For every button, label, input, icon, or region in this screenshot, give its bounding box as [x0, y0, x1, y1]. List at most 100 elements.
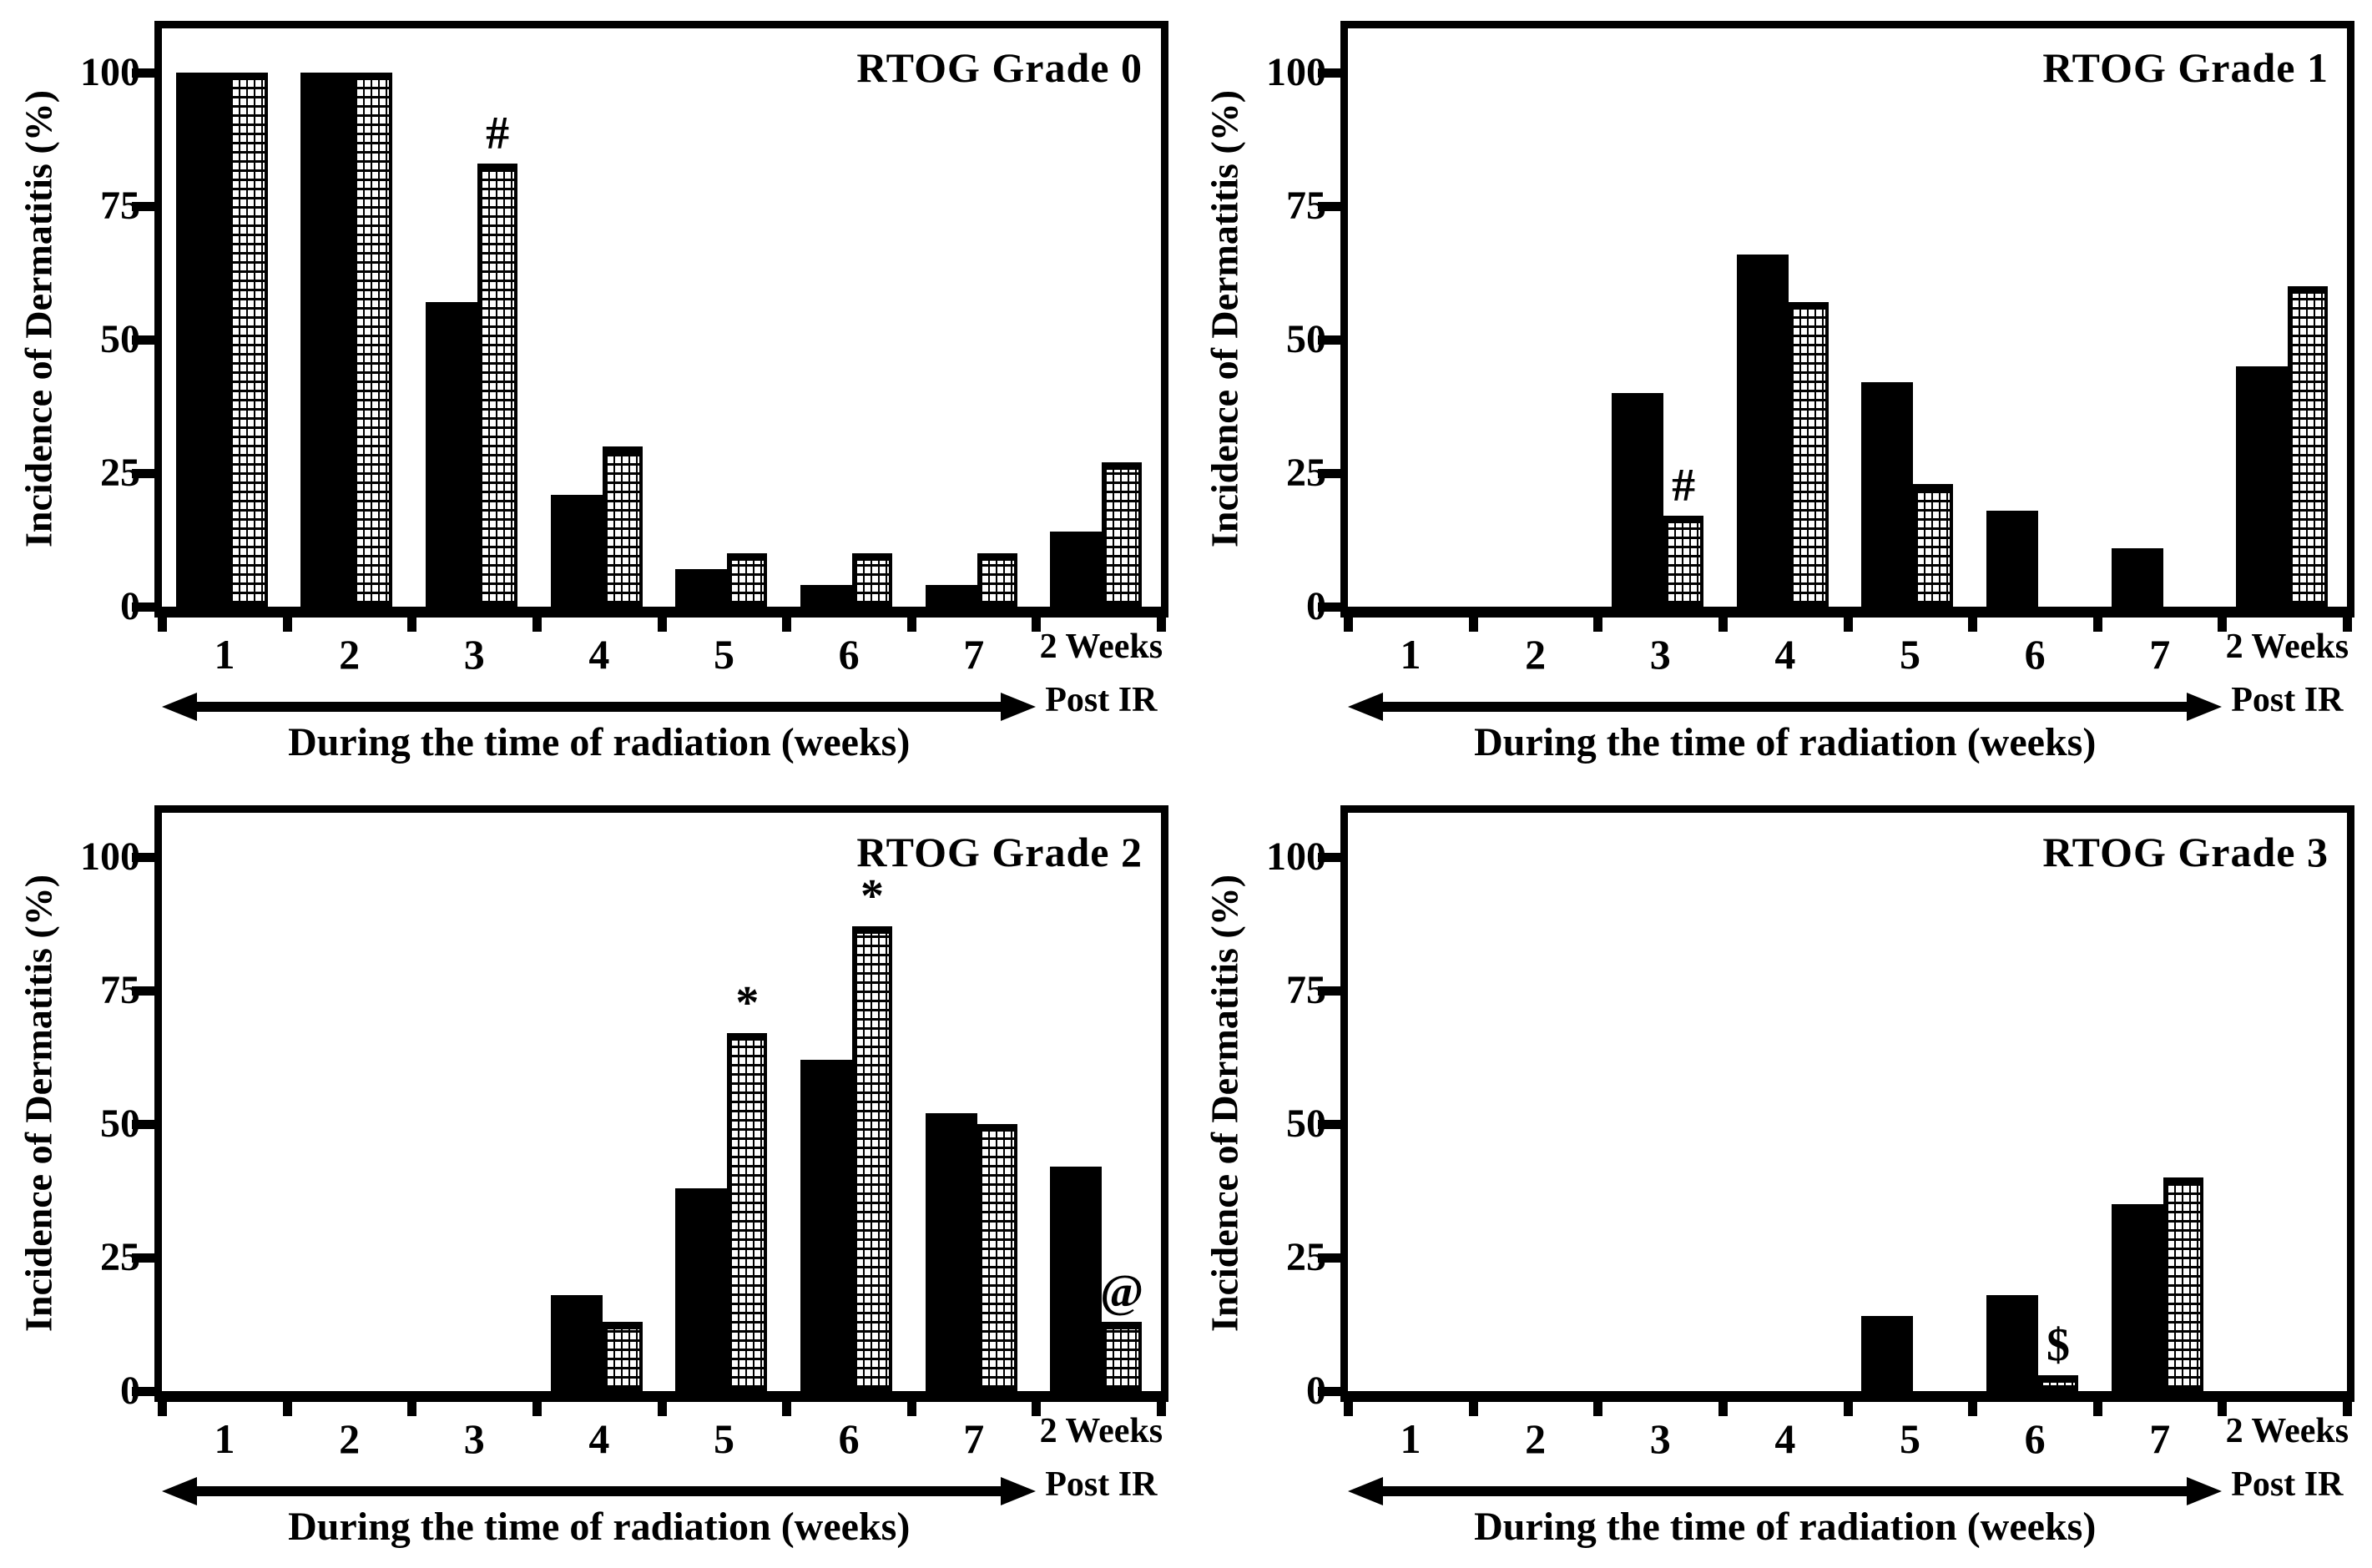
- x-tick-mark-2: [407, 618, 417, 632]
- significance-symbol-*: *: [735, 977, 760, 1030]
- x-tick-label-week-6: 6: [838, 631, 860, 678]
- arrow-head-right-icon: [2187, 693, 2223, 721]
- x-axis-title: During the time of radiation (weeks): [288, 720, 911, 764]
- post-ir-label: 2 Weeks Post IR: [2203, 1412, 2370, 1504]
- bar-stippled-week-7: [2163, 1177, 2203, 1391]
- plot-area: RTOG Grade 0 #: [154, 21, 1168, 618]
- y-tick-mark-100: [1318, 853, 1343, 862]
- y-tick-mark-75: [132, 986, 157, 996]
- bar-stippled-week-5: [1913, 483, 1954, 607]
- x-tick-label-week-6: 6: [2024, 1415, 2046, 1462]
- post-ir-label-line1: 2 Weeks: [2225, 628, 2349, 666]
- bar-solid-week-6: [800, 1060, 852, 1391]
- bar-stippled-week-4: [602, 1321, 643, 1391]
- y-tick-label-50: 50: [100, 1102, 140, 1146]
- x-tick-label-week-2: 2: [339, 631, 361, 678]
- x-tick-label-week-2: 2: [1525, 1415, 1547, 1462]
- x-tick-label-week-3: 3: [463, 631, 485, 678]
- x-axis-range-arrow: [162, 1477, 1037, 1505]
- bar-solid-week-7: [925, 585, 977, 607]
- y-tick-label-0: 0: [120, 1369, 140, 1413]
- arrow-head-right-icon: [1001, 693, 1037, 721]
- plot-area: RTOG Grade 3 $: [1340, 805, 2354, 1402]
- y-tick-label-100: 100: [1266, 834, 1326, 879]
- bar-stippled-week-7: [977, 553, 1017, 607]
- x-tick-label-week-4: 4: [1774, 1415, 1796, 1462]
- bar-solid-week-7: [2111, 1204, 2163, 1391]
- x-tick-label-week-1: 1: [214, 1415, 235, 1462]
- y-tick-mark-75: [132, 202, 157, 211]
- post-ir-label: 2 Weeks Post IR: [1017, 628, 1184, 719]
- bar-solid-week-2 Weeks Post IR: [2236, 366, 2289, 607]
- bar-stippled-week-2: [352, 73, 393, 607]
- post-ir-label-line1: 2 Weeks: [2225, 1412, 2349, 1450]
- y-tick-mark-100: [1318, 68, 1343, 78]
- bar-stippled-week-7: [977, 1124, 1017, 1391]
- y-tick-mark-25: [1318, 1253, 1343, 1263]
- post-ir-label-line1: 2 Weeks: [1039, 1412, 1163, 1450]
- x-tick-mark-0: [158, 1402, 167, 1416]
- y-tick-label-0: 0: [1306, 1369, 1326, 1413]
- y-tick-mark-25: [1318, 469, 1343, 478]
- bar-solid-week-6: [1986, 510, 2038, 607]
- post-ir-label: 2 Weeks Post IR: [2203, 628, 2370, 719]
- plot-area: RTOG Grade 1 #: [1340, 21, 2354, 618]
- x-tick-label-week-2: 2: [1525, 631, 1547, 678]
- panel-title: RTOG Grade 3: [2042, 829, 2329, 875]
- panel-title: RTOG Grade 2: [856, 829, 1143, 875]
- bar-solid-week-2 Weeks Post IR: [1050, 532, 1103, 607]
- x-tick-mark-7: [2218, 618, 2228, 632]
- y-tick-label-25: 25: [100, 1235, 140, 1279]
- x-tick-mark-5: [782, 1402, 792, 1416]
- bar-solid-week-5: [675, 569, 728, 607]
- x-tick-label-week-4: 4: [588, 631, 610, 678]
- y-tick-label-25: 25: [1286, 1235, 1326, 1279]
- y-tick-label-100: 100: [80, 834, 140, 879]
- post-ir-label-line2: Post IR: [2231, 681, 2344, 719]
- bar-solid-week-4: [550, 494, 603, 607]
- y-tick-mark-0: [1318, 1387, 1343, 1396]
- bar-stippled-week-6: [851, 926, 892, 1391]
- y-tick-label-75: 75: [1286, 968, 1326, 1012]
- x-tick-label-week-7: 7: [963, 1415, 985, 1462]
- x-tick-mark-1: [1468, 1402, 1478, 1416]
- x-tick-mark-6: [906, 618, 916, 632]
- arrow-line: [1376, 1486, 2194, 1496]
- arrow-line: [1376, 702, 2194, 712]
- bar-stippled-week-5: [727, 1033, 768, 1391]
- x-tick-mark-2: [1593, 618, 1603, 632]
- x-tick-mark-3: [532, 618, 542, 632]
- significance-symbol-#: #: [1672, 460, 1696, 512]
- y-tick-label-75: 75: [1286, 184, 1326, 228]
- x-tick-mark-1: [1468, 618, 1478, 632]
- x-tick-label-week-3: 3: [1649, 631, 1671, 678]
- bar-stippled-week-6: [2037, 1374, 2078, 1391]
- y-tick-mark-0: [132, 1387, 157, 1396]
- bar-solid-week-6: [800, 585, 852, 607]
- x-tick-label-week-2: 2: [339, 1415, 361, 1462]
- panel-title: RTOG Grade 0: [856, 44, 1143, 91]
- x-tick-mark-4: [1843, 1402, 1853, 1416]
- bar-solid-week-7: [925, 1113, 977, 1391]
- x-tick-mark-0: [158, 618, 167, 632]
- y-tick-label-25: 25: [100, 451, 140, 495]
- plot-area: RTOG Grade 2 * * @: [154, 805, 1168, 1402]
- y-tick-mark-0: [132, 602, 157, 612]
- y-tick-mark-50: [132, 1120, 157, 1129]
- bar-solid-week-2: [300, 73, 353, 607]
- x-tick-mark-8: [2343, 1402, 2352, 1416]
- bar-stippled-week-3: [1663, 516, 1704, 607]
- bar-stippled-week-4: [602, 446, 643, 607]
- bar-stippled-week-3: [477, 163, 518, 607]
- y-tick-mark-0: [1318, 602, 1343, 612]
- y-tick-label-50: 50: [100, 317, 140, 361]
- y-tick-mark-75: [1318, 986, 1343, 996]
- x-tick-mark-1: [282, 1402, 292, 1416]
- significance-symbol-*: *: [860, 870, 884, 923]
- x-tick-label-week-7: 7: [2149, 1415, 2171, 1462]
- significance-symbol-#: #: [486, 107, 510, 159]
- arrow-head-right-icon: [2187, 1477, 2223, 1505]
- x-tick-mark-7: [1032, 618, 1042, 632]
- x-tick-mark-6: [2092, 618, 2102, 632]
